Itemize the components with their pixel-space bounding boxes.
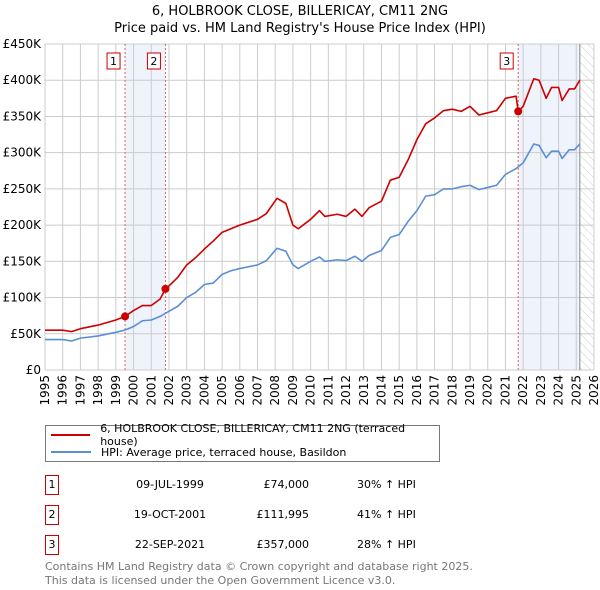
x-tick-label: 2023 bbox=[534, 375, 548, 406]
x-tick-label: 1998 bbox=[91, 375, 105, 406]
legend-item-hpi: HPI: Average price, terraced house, Basi… bbox=[51, 444, 346, 460]
forecast-hatch bbox=[579, 44, 594, 370]
y-tick-label: £150K bbox=[3, 254, 43, 268]
shaded-region bbox=[125, 44, 166, 370]
x-tick-label: 2026 bbox=[587, 375, 600, 406]
y-tick-label: £250K bbox=[3, 182, 43, 196]
x-tick-label: 2012 bbox=[339, 375, 353, 406]
price-chart: 1995 1996 1997 1998 1999 2000 2001 2002 2003 2004… bbox=[3, 37, 600, 406]
x-tick-label: 2014 bbox=[374, 375, 388, 406]
x-tick-label: 1996 bbox=[56, 375, 70, 406]
sale-hpi-diff: 28% ↑ HPI bbox=[357, 538, 416, 551]
chart-subtitle: Price paid vs. HM Land Registry's House … bbox=[114, 21, 486, 36]
x-tick-label: 2015 bbox=[392, 375, 406, 406]
y-tick-label: £350K bbox=[3, 109, 43, 123]
sale-price: £357,000 bbox=[256, 538, 310, 551]
legend-line-red bbox=[51, 434, 91, 436]
x-tick-label: 2022 bbox=[516, 375, 530, 406]
y-tick-label: £50K bbox=[10, 327, 42, 341]
sale-label-box bbox=[499, 52, 514, 70]
table-row: 3 22-SEP-2021 £357,000 28% ↑ HPI bbox=[45, 535, 445, 555]
x-tick-label: 2001 bbox=[144, 375, 158, 406]
legend-label: 6, HOLBROOK CLOSE, BILLERICAY, CM11 2NG … bbox=[100, 422, 406, 448]
footer-licence: This data is licensed under the Open Gov… bbox=[45, 574, 396, 587]
sale-hpi-diff: 30% ↑ HPI bbox=[357, 478, 416, 491]
x-tick-label: 2007 bbox=[251, 375, 265, 406]
x-tick-label: 2005 bbox=[215, 375, 229, 406]
sale-number-badge: 2 bbox=[45, 505, 59, 525]
sale-point bbox=[121, 312, 130, 321]
x-tick-label: 2013 bbox=[357, 375, 371, 406]
x-tick-label: 2009 bbox=[286, 375, 300, 406]
sale-price: £111,995 bbox=[256, 508, 310, 521]
x-tick-label: 2021 bbox=[498, 375, 512, 406]
x-tick-label: 1997 bbox=[73, 375, 87, 406]
y-tick-label: £100K bbox=[3, 291, 43, 305]
sale-point bbox=[514, 107, 523, 116]
legend: 6, HOLBROOK CLOSE, BILLERICAY, CM11 2NG … bbox=[45, 422, 440, 462]
legend-line-blue bbox=[51, 451, 91, 453]
x-tick-label: 2018 bbox=[445, 375, 459, 406]
shaded-region bbox=[518, 44, 580, 370]
x-tick-label: 2016 bbox=[410, 375, 424, 406]
x-tick-label: 2000 bbox=[127, 375, 141, 406]
x-tick-label: 2024 bbox=[552, 375, 566, 406]
x-tick-label: 2011 bbox=[321, 375, 335, 406]
x-tick-label: 2020 bbox=[481, 375, 495, 406]
y-tick-label: £450K bbox=[3, 37, 43, 51]
x-tick-label: 2004 bbox=[197, 375, 211, 406]
sale-number-badge: 3 bbox=[45, 535, 59, 555]
y-tick-label: £400K bbox=[3, 73, 43, 87]
footer-copyright: Contains HM Land Registry data © Crown c… bbox=[45, 560, 473, 573]
y-tick-label: £0 bbox=[26, 363, 41, 377]
x-tick-label: 2025 bbox=[569, 375, 583, 406]
sale-point bbox=[161, 284, 170, 293]
x-tick-label: 2003 bbox=[180, 375, 194, 406]
sale-date: 22-SEP-2021 bbox=[134, 538, 206, 551]
x-tick-label: 2010 bbox=[304, 375, 318, 406]
x-tick-label: 2008 bbox=[268, 375, 282, 406]
sale-label: 3 bbox=[503, 55, 510, 68]
x-tick-label: 1995 bbox=[38, 375, 52, 406]
sale-number-badge: 1 bbox=[45, 475, 59, 495]
hpi-series-line bbox=[45, 143, 581, 342]
x-tick-label: 1999 bbox=[109, 375, 123, 406]
sale-price: £74,000 bbox=[263, 478, 310, 491]
table-row: 1 09-JUL-1999 £74,000 30% ↑ HPI bbox=[45, 475, 445, 495]
legend-label: HPI: Average price, terraced house, Basi… bbox=[101, 445, 347, 459]
table-row: 2 19-OCT-2001 £111,995 41% ↑ HPI bbox=[45, 505, 445, 525]
y-tick-label: £200K bbox=[3, 218, 43, 232]
x-tick-label: 2006 bbox=[233, 375, 247, 406]
x-tick-label: 2019 bbox=[463, 375, 477, 406]
sale-label: 1 bbox=[110, 55, 117, 68]
sale-date: 19-OCT-2001 bbox=[133, 508, 207, 521]
sale-hpi-diff: 41% ↑ HPI bbox=[357, 508, 416, 521]
chart-title: 6, HOLBROOK CLOSE, BILLERICAY, CM11 2NG bbox=[151, 4, 449, 19]
x-tick-label: 2017 bbox=[428, 375, 442, 406]
sale-label: 2 bbox=[150, 55, 157, 68]
sale-label-box bbox=[146, 52, 161, 70]
x-tick-label: 2002 bbox=[162, 375, 176, 406]
legend-item-property: 6, HOLBROOK CLOSE, BILLERICAY, CM11 2NG … bbox=[51, 422, 439, 448]
sale-date: 09-JUL-1999 bbox=[136, 478, 204, 491]
sale-label-box bbox=[106, 52, 121, 70]
y-tick-label: £300K bbox=[3, 146, 43, 160]
